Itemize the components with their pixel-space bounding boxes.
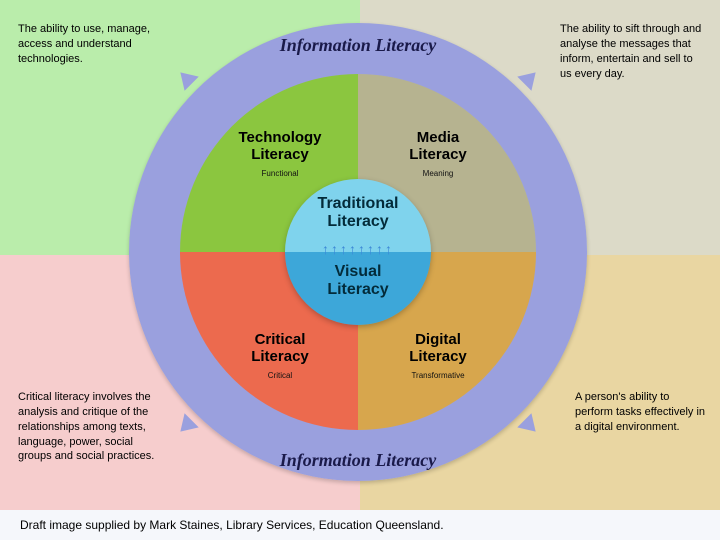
label-critical-line1: Critical [220,332,340,349]
label-digital-line2: Literacy [378,349,498,366]
center-visual-line2: Literacy [285,281,431,299]
label-critical-line2: Literacy [220,349,340,366]
label-technology: Technology Literacy Functional [220,130,340,178]
label-critical: Critical Literacy Critical [220,332,340,380]
label-digital-sub: Transformative [378,371,498,380]
center-circle: Traditional Literacy ↑↑↑↑↑↑↑↑ Visual Lit… [285,179,431,325]
label-digital-line1: Digital [378,332,498,349]
label-media-sub: Meaning [378,169,498,178]
corner-text-bl: Critical literacy involves the analysis … [18,390,168,464]
center-visual-line1: Visual [285,263,431,281]
center-traditional-line2: Literacy [285,213,431,231]
literacy-diagram: The ability to use, manage, access and u… [0,0,720,540]
label-technology-line1: Technology [220,130,340,147]
ring-label-bottom: Information Literacy [208,450,508,471]
corner-text-tr: The ability to sift through and analyse … [560,22,705,81]
label-media: Media Literacy Meaning [378,130,498,178]
center-arrows-icon: ↑↑↑↑↑↑↑↑ [285,241,431,257]
label-digital: Digital Literacy Transformative [378,332,498,380]
label-critical-sub: Critical [220,371,340,380]
label-technology-sub: Functional [220,169,340,178]
corner-text-tl: The ability to use, manage, access and u… [18,22,168,67]
ring-label-top: Information Literacy [208,35,508,56]
corner-text-br: A person's ability to perform tasks effe… [575,390,710,435]
footer-credit: Draft image supplied by Mark Staines, Li… [0,510,720,540]
label-media-line2: Literacy [378,147,498,164]
center-traditional-line1: Traditional [285,195,431,213]
label-media-line1: Media [378,130,498,147]
label-technology-line2: Literacy [220,147,340,164]
